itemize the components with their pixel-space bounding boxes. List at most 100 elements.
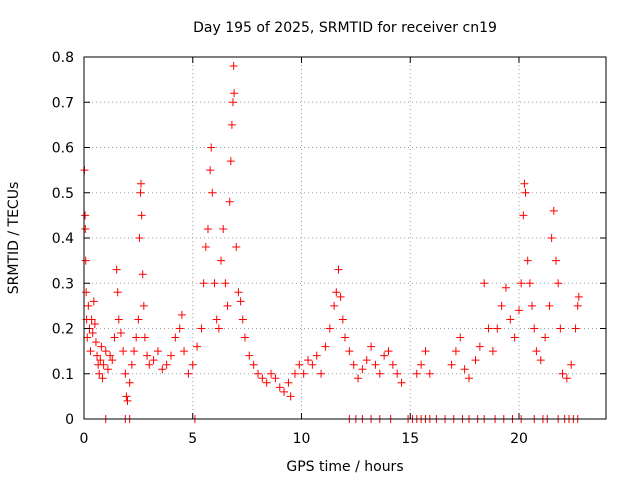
data-point [517,279,526,288]
data-point [88,329,97,338]
data-point [158,365,167,374]
data-point [167,351,175,360]
data-point [81,256,90,265]
y-axis-label: SRMTID / TECUs [6,182,22,295]
data-point [334,265,343,274]
data-point [267,369,276,378]
data-point [217,256,226,265]
data-point [227,120,236,129]
data-point [358,365,367,374]
data-point [197,324,206,333]
data-point [280,387,289,396]
data-point [90,319,99,328]
data-point [97,342,106,351]
data-point [562,374,571,383]
data-point [230,89,239,98]
data-point [336,292,345,301]
data-point [121,369,130,378]
data-point [304,356,313,365]
data-point [480,279,489,288]
data-point [532,347,541,356]
data-point [375,369,384,378]
data-point [229,62,238,71]
data-point [367,342,376,351]
data-point [349,360,358,369]
data-point [162,360,171,369]
data-point [83,333,92,342]
data-point [212,315,221,324]
data-point [175,324,184,333]
data-point [106,351,115,360]
x-tick-label: 5 [188,431,197,447]
data-point [135,234,144,242]
data-point [447,360,456,369]
data-point [338,315,347,324]
data-point [299,369,308,378]
data-point [137,211,146,220]
data-point [140,333,149,342]
data-point [515,306,523,315]
data-point [136,188,145,197]
data-point [132,333,141,342]
data-point [541,333,550,342]
data-point [193,342,202,351]
data-point [345,347,354,356]
data-point [110,333,119,342]
data-point [240,333,249,342]
data-point [221,279,230,288]
data-point [188,360,197,369]
y-tick-label: 0.6 [52,141,74,157]
data-point [81,224,90,233]
data-point [317,369,326,378]
data-point [245,351,254,360]
data-point [134,315,143,324]
data-point [219,224,228,233]
data-point [103,365,112,374]
data-point [284,378,293,387]
data-point [545,301,554,310]
data-point [295,360,304,369]
data-point [290,369,299,378]
data-point [493,324,502,333]
data-point [177,310,186,319]
data-point [203,224,212,233]
data-point [456,333,465,342]
data-point [234,288,243,297]
x-tick-label: 15 [401,431,419,447]
data-point [425,369,434,378]
y-tick-label: 0.5 [52,186,74,202]
data-point [127,360,136,369]
data-point [321,342,330,351]
x-tick-label: 20 [510,431,528,447]
data-point [81,211,90,220]
y-tick-label: 0.7 [52,95,74,111]
data-point [484,324,493,333]
data-point [143,351,152,360]
data-point [471,356,480,365]
data-point [354,374,363,383]
data-point [119,347,128,356]
data-point [258,374,267,383]
data-point [567,360,576,369]
data-point [308,360,317,369]
data-point [93,351,102,360]
data-point [108,356,117,365]
data-point [223,301,232,310]
data-point [249,360,258,369]
data-point [275,383,284,392]
data-point [573,301,582,310]
data-point [417,360,426,369]
data-point [96,356,105,365]
data-point [214,324,223,333]
data-point [521,188,530,197]
data-point [510,333,519,342]
data-point [571,324,580,333]
data-point [228,98,237,107]
data-point [460,365,469,374]
y-tick-label: 0.1 [52,367,74,383]
data-point [86,347,95,356]
data-point [506,315,515,324]
data-point [464,374,473,383]
data-point [82,288,91,297]
data-point [171,333,180,342]
